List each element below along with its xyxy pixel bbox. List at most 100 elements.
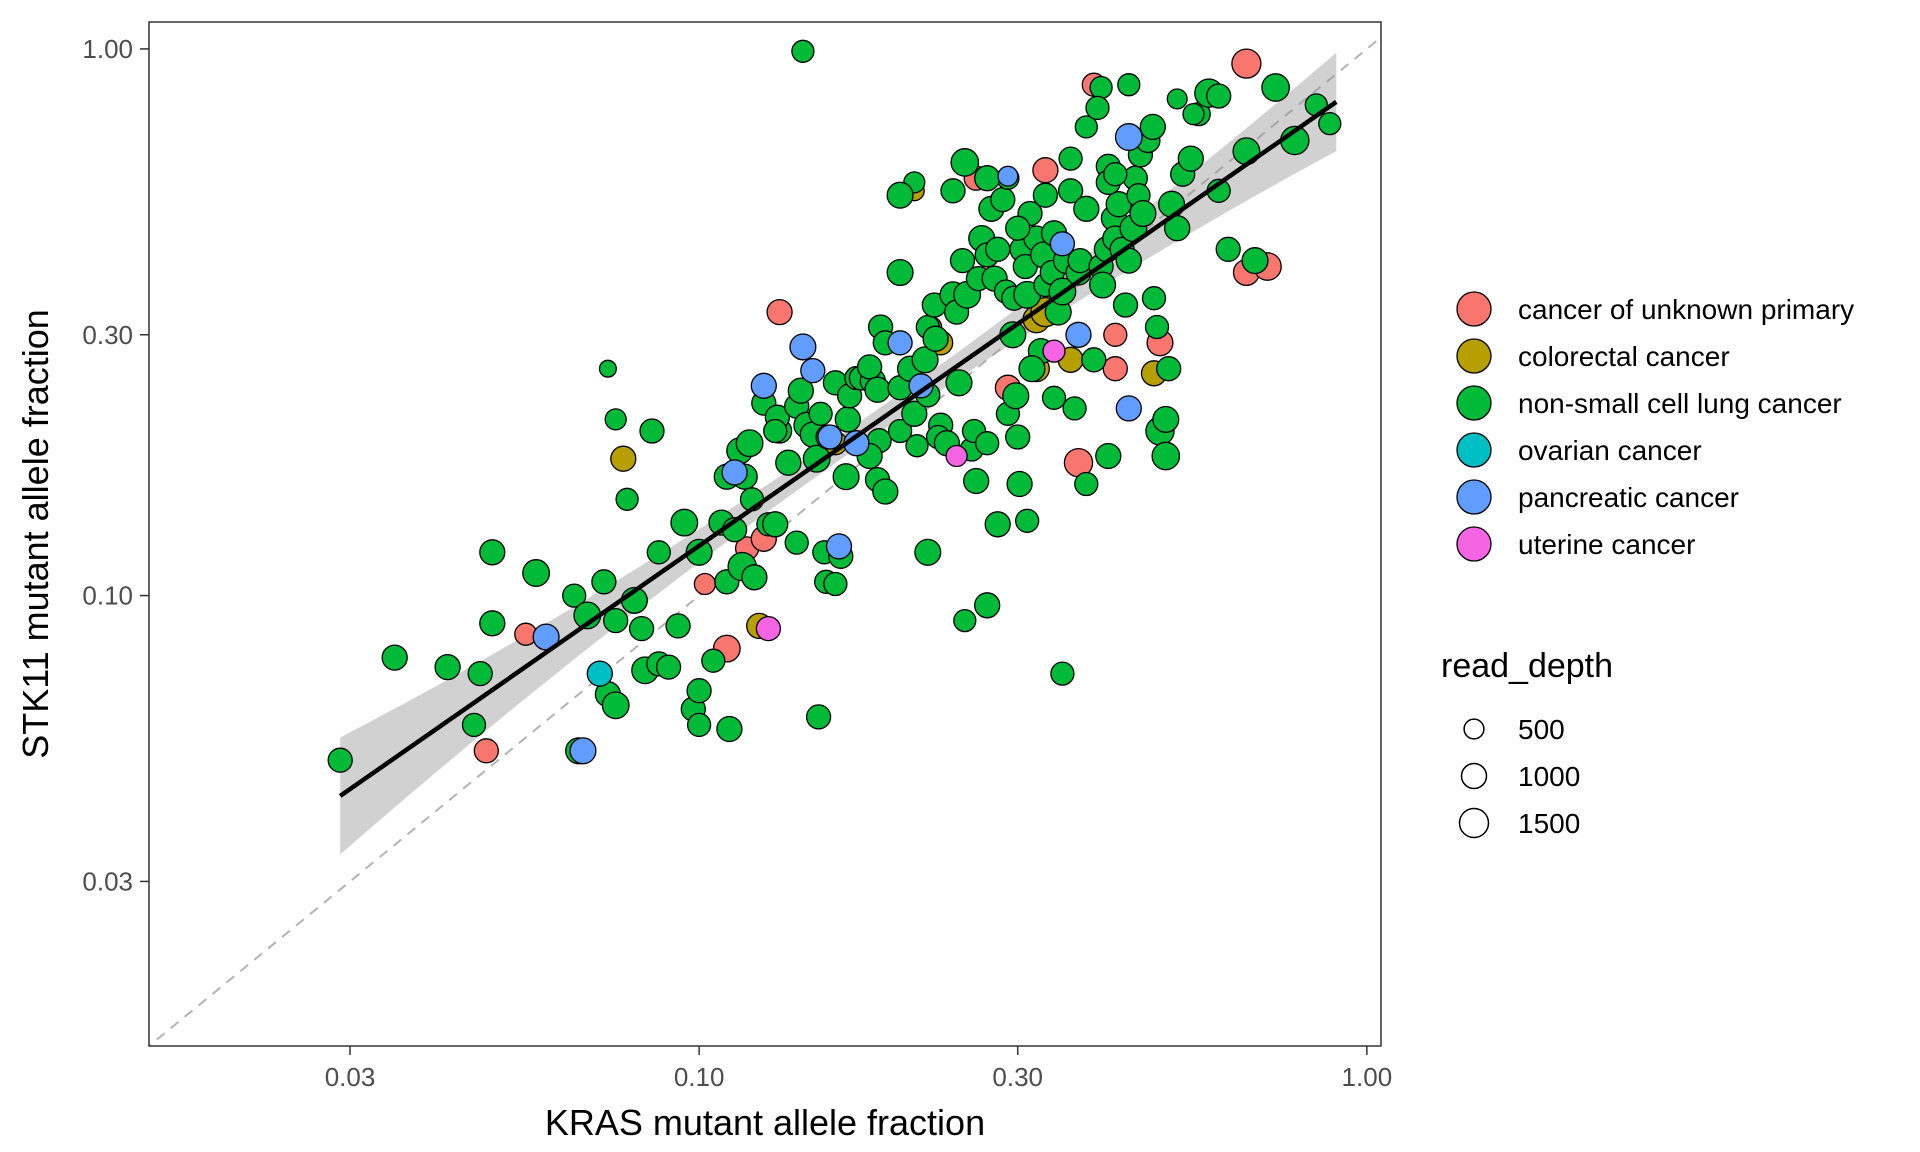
data-point	[693, 572, 717, 596]
data-point	[569, 737, 597, 765]
y-tick-label: 0.30	[82, 320, 133, 350]
data-point	[775, 449, 802, 476]
data-point	[886, 258, 914, 287]
data-point	[1005, 424, 1031, 450]
data-point	[963, 467, 990, 495]
legend-label: cancer of unknown primary	[1518, 294, 1854, 325]
data-point	[1015, 508, 1040, 533]
data-point	[887, 330, 913, 356]
size-legend-key	[1458, 807, 1490, 839]
data-point	[686, 678, 712, 704]
data-point	[1206, 83, 1232, 109]
data-point	[1177, 145, 1204, 172]
data-point	[615, 487, 639, 511]
data-point	[805, 704, 832, 730]
series-ovarian-cancer	[586, 660, 613, 687]
data-point	[750, 372, 777, 399]
data-point	[686, 712, 712, 738]
data-point	[832, 463, 860, 491]
data-point	[985, 236, 1011, 262]
legend-label: uterine cancer	[1518, 529, 1695, 560]
data-point	[953, 608, 977, 633]
identity-reference-line	[149, 36, 1381, 1046]
legend-key	[1456, 432, 1492, 468]
x-tick-label: 0.30	[992, 1062, 1043, 1092]
data-point	[1215, 236, 1241, 262]
data-points	[327, 39, 1342, 773]
data-point	[1049, 231, 1076, 257]
data-point	[1032, 182, 1059, 208]
data-point	[701, 648, 726, 673]
data-point	[591, 569, 617, 595]
data-point	[1002, 382, 1030, 410]
data-point	[789, 333, 817, 361]
data-point	[1114, 123, 1143, 151]
data-point	[901, 400, 928, 427]
size-legend-key	[1463, 718, 1485, 740]
legend-label: ovarian cancer	[1518, 435, 1702, 466]
data-point	[1032, 157, 1059, 184]
data-point	[598, 359, 617, 378]
data-point	[945, 444, 968, 468]
data-point	[639, 418, 665, 444]
size-legend-title: read_depth	[1441, 647, 1613, 685]
data-point	[562, 583, 587, 608]
data-point	[735, 429, 764, 458]
data-point	[1089, 271, 1117, 299]
data-point	[914, 538, 942, 566]
data-point	[1058, 146, 1083, 171]
x-axis-title: KRAS mutant allele fraction	[545, 1102, 985, 1143]
data-point	[327, 747, 353, 773]
data-point	[872, 478, 899, 505]
legend-label: colorectal cancer	[1518, 341, 1730, 372]
data-point	[1152, 405, 1180, 433]
data-point	[1129, 199, 1157, 228]
data-point	[665, 613, 691, 639]
data-point	[716, 715, 743, 743]
data-point	[1115, 395, 1142, 422]
data-point	[1156, 356, 1182, 382]
data-point	[1103, 322, 1128, 347]
data-point	[922, 325, 949, 352]
data-point	[1164, 215, 1191, 242]
series-non-small-cell-lung-cancer	[327, 39, 1342, 773]
data-point	[1081, 347, 1107, 373]
y-tick-label: 0.03	[82, 866, 133, 896]
data-point	[473, 738, 499, 764]
data-point	[887, 418, 913, 444]
data-point	[984, 511, 1011, 538]
data-point	[1042, 339, 1066, 363]
size-legend-label: 1000	[1518, 761, 1580, 792]
data-point	[911, 346, 939, 374]
data-point	[479, 610, 506, 637]
data-point	[1065, 321, 1092, 348]
data-point	[1112, 292, 1139, 318]
data-point	[1062, 396, 1087, 421]
data-point	[823, 571, 848, 597]
data-point	[791, 39, 815, 63]
data-point	[434, 653, 461, 681]
data-point	[974, 165, 1001, 192]
data-point	[990, 186, 1016, 213]
data-point	[945, 369, 973, 397]
data-point	[1073, 195, 1100, 222]
data-point	[655, 654, 682, 680]
data-point	[1018, 355, 1046, 383]
legend-key	[1456, 385, 1492, 421]
data-point	[974, 592, 1001, 619]
legend-key	[1456, 479, 1492, 515]
data-point	[522, 559, 551, 587]
data-point	[1057, 178, 1084, 204]
y-tick-label: 1.00	[82, 34, 133, 64]
data-point	[908, 373, 934, 399]
data-point	[1117, 73, 1141, 97]
data-point	[1318, 111, 1342, 136]
data-point	[601, 691, 630, 720]
data-point	[1006, 470, 1033, 498]
data-point	[997, 165, 1019, 187]
data-point	[975, 431, 1000, 456]
data-point	[1151, 441, 1181, 471]
data-point	[1166, 88, 1188, 110]
data-point	[1103, 162, 1128, 187]
